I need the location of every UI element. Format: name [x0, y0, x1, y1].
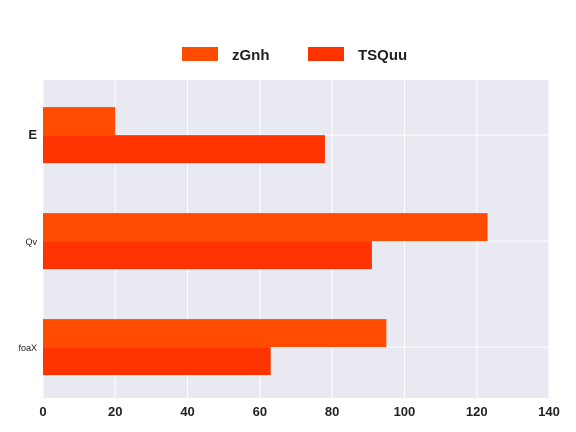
x-axis-tick-labels: 0 20 40 60 80 100 120 140	[39, 404, 559, 419]
bar-zGnh-foaX	[43, 319, 387, 348]
x-tick-label: 100	[394, 404, 416, 419]
y-tick-label: foaX	[18, 343, 37, 353]
y-tick-label: Qv	[25, 237, 37, 247]
x-tick-label: 20	[108, 404, 122, 419]
y-tick-label: E	[28, 127, 37, 142]
x-tick-label: 40	[180, 404, 194, 419]
bar-TSQuu-E	[43, 135, 325, 164]
x-tick-label: 0	[39, 404, 46, 419]
legend-label-TSQuu: TSQuu	[358, 47, 407, 64]
legend-label-zGnh: zGnh	[232, 47, 270, 64]
y-axis-tick-labels: E Qv foaX	[18, 127, 37, 353]
bar-TSQuu-foaX	[43, 347, 271, 376]
legend: zGnh TSQuu	[182, 47, 407, 64]
x-tick-label: 60	[253, 404, 267, 419]
bars	[43, 107, 488, 376]
legend-swatch-TSQuu	[308, 47, 344, 61]
x-tick-label: 120	[466, 404, 488, 419]
legend-swatch-zGnh	[182, 47, 218, 61]
bar-zGnh-Qv	[43, 213, 488, 242]
bar-TSQuu-Qv	[43, 241, 372, 270]
bar-zGnh-E	[43, 107, 116, 136]
x-tick-label: 140	[538, 404, 560, 419]
x-tick-label: 80	[325, 404, 339, 419]
